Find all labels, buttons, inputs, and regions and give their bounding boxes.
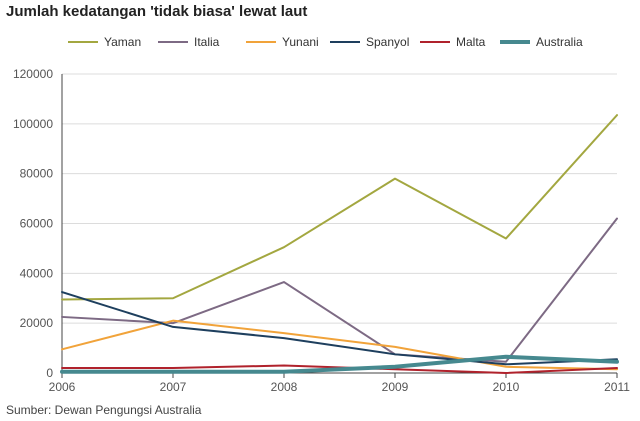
source-note: Sumber: Dewan Pengungsi Australia bbox=[6, 403, 202, 417]
legend-label: Malta bbox=[456, 35, 486, 49]
y-tick-label: 100000 bbox=[13, 117, 53, 131]
x-tick-label: 2006 bbox=[49, 380, 76, 394]
legend: Yaman Italia Yunani Spanyol Malta Australia bbox=[68, 35, 583, 49]
series-lines bbox=[60, 114, 619, 374]
legend-label: Spanyol bbox=[366, 35, 409, 49]
y-tick-label: 0 bbox=[46, 366, 53, 380]
legend-item-yunani: Yunani bbox=[246, 35, 319, 49]
series-line-yunani bbox=[61, 319, 618, 371]
y-tick-label: 120000 bbox=[13, 67, 53, 81]
y-tick-labels: 0 20000 40000 60000 80000 100000 120000 bbox=[13, 67, 53, 380]
legend-label: Italia bbox=[194, 35, 220, 49]
legend-label: Australia bbox=[536, 35, 583, 49]
x-tick-label: 2011 bbox=[604, 380, 630, 394]
y-tick-label: 40000 bbox=[20, 266, 54, 280]
x-tick-label: 2009 bbox=[382, 380, 409, 394]
chart-title: Jumlah kedatangan 'tidak biasa' lewat la… bbox=[6, 3, 308, 20]
series-line-australia bbox=[60, 354, 619, 374]
legend-item-australia: Australia bbox=[500, 35, 583, 49]
x-tick-label: 2007 bbox=[160, 380, 187, 394]
axes bbox=[61, 74, 618, 378]
legend-item-malta: Malta bbox=[420, 35, 486, 49]
gridlines bbox=[62, 73, 617, 324]
x-tick-label: 2010 bbox=[493, 380, 520, 394]
y-tick-label: 80000 bbox=[20, 167, 54, 181]
legend-label: Yunani bbox=[282, 35, 319, 49]
y-tick-label: 60000 bbox=[20, 217, 54, 231]
legend-item-spanyol: Spanyol bbox=[330, 35, 409, 49]
legend-item-yaman: Yaman bbox=[68, 35, 141, 49]
legend-item-italia: Italia bbox=[158, 35, 220, 49]
legend-label: Yaman bbox=[104, 35, 141, 49]
y-tick-label: 20000 bbox=[20, 316, 54, 330]
series-line-yaman bbox=[61, 114, 618, 301]
x-tick-labels: 2006 2007 2008 2009 2010 2011 bbox=[49, 380, 631, 394]
x-tick-label: 2008 bbox=[271, 380, 298, 394]
series-line-spanyol bbox=[61, 291, 618, 366]
